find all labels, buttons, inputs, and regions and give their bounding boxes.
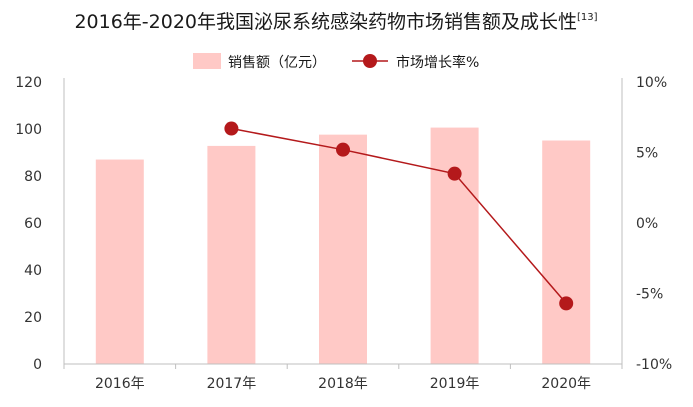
point-growth-4 [447, 166, 462, 181]
legend-label-sales: 销售额（亿元） [228, 55, 326, 71]
y-left-tick-label-0: 0 [33, 357, 42, 373]
chart-title: 2016年-2020年我国泌尿系统感染药物市场销售额及成长性[13] [74, 11, 597, 33]
legend-swatch-sales [193, 53, 221, 69]
bar-sales-2 [207, 145, 256, 364]
point-growth-3 [336, 142, 350, 157]
y-right-tick-label-2: 0% [636, 216, 658, 232]
chart-title-text: 2016年-2020年我国泌尿系统感染药物市场销售额及成长性 [74, 11, 577, 33]
y-left-tick-label-2: 40 [24, 263, 42, 279]
y-left-tick-label-3: 60 [24, 216, 42, 232]
x-tick-label-5: 2020年 [541, 376, 591, 392]
point-growth-5 [559, 296, 574, 311]
bar-sales-3 [319, 134, 367, 364]
bar-sales-1 [95, 159, 144, 364]
point-growth-2 [224, 121, 239, 136]
x-tick-label-1: 2016年 [95, 376, 145, 392]
legend-marker-growth [363, 54, 377, 68]
line-growth [231, 127, 567, 304]
legend: 销售额（亿元） 市场增长率% [193, 53, 479, 71]
legend-label-growth: 市场增长率% [396, 54, 479, 71]
x-tick-label-2: 2017年 [207, 376, 257, 392]
bar-sales-5 [542, 140, 591, 364]
y-left-tick-label-5: 100 [15, 122, 42, 138]
y-left-tick-label-1: 20 [24, 310, 42, 326]
y-left-tick-label-6: 120 [15, 75, 42, 91]
y-right-tick-label-1: -5% [636, 287, 663, 303]
x-tick-label-3: 2018年 [318, 376, 368, 392]
y-right-tick-label-0: -10% [636, 357, 672, 373]
chart-title-ref: [13] [577, 12, 598, 23]
plot-area: 2016年 2017年 2018年 2019年 2020年 0 20 40 60 80 100 120… [15, 75, 672, 392]
x-tick-label-4: 2019年 [430, 376, 480, 392]
y-left-tick-label-4: 80 [24, 169, 42, 185]
y-right-tick-label-4: 10% [636, 75, 667, 91]
y-right-tick-label-3: 5% [636, 146, 658, 162]
bar-sales-4 [430, 127, 479, 364]
